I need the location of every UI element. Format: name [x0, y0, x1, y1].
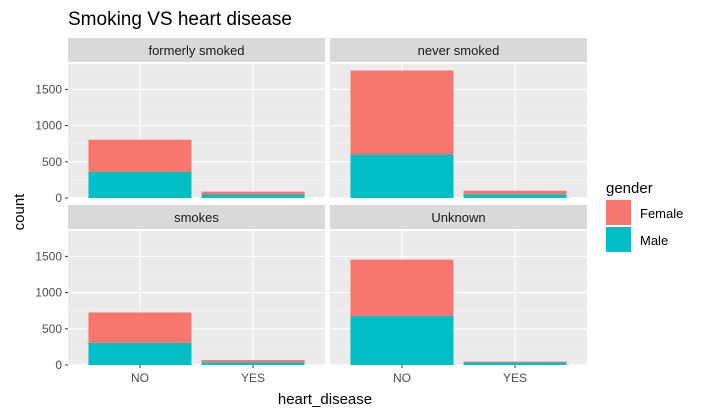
bar-female-yes: [463, 361, 567, 363]
facet-panel: formerly smoked 0 500 1000 1500: [35, 38, 325, 205]
y-tick-label: 1500: [35, 249, 62, 263]
facet-strip: [330, 38, 587, 62]
bar-male-no: [350, 316, 454, 365]
bar-female-no: [350, 259, 454, 317]
bar-male-yes: [463, 194, 567, 198]
legend: gender Female Male: [606, 180, 683, 252]
facet-panel: smokes 0 500 1000 1500 NO YES: [35, 205, 325, 385]
facet-panel: Unknown NO YES: [330, 205, 587, 385]
y-tick-label: 1000: [35, 286, 62, 300]
legend-items: Female Male: [606, 200, 683, 252]
legend-swatch-female: [606, 200, 631, 225]
facet-strip-label: smokes: [174, 210, 219, 225]
facet-strip: [68, 38, 325, 62]
x-axis-title: heart_disease: [278, 391, 372, 408]
x-tick-label: NO: [393, 371, 411, 385]
bar-female-yes: [463, 190, 567, 195]
bar-male-yes: [201, 194, 305, 198]
bar-male-no: [88, 342, 192, 365]
bar-male-yes: [201, 362, 305, 365]
facet-panel: never smoked: [330, 38, 587, 199]
facet-strip: [330, 205, 587, 229]
facet-panels: formerly smoked 0 500 1000 1500 never smoked s…: [35, 38, 587, 385]
bar-male-yes: [463, 362, 567, 365]
y-tick-label: 0: [55, 191, 62, 205]
legend-label-female: Female: [640, 206, 683, 221]
y-tick-label: 500: [42, 155, 62, 169]
facet-strip-label: Unknown: [431, 210, 485, 225]
chart-title: Smoking VS heart disease: [68, 9, 292, 30]
y-tick-label: 1500: [35, 82, 62, 96]
legend-swatch-male: [606, 227, 631, 252]
legend-label-male: Male: [640, 233, 668, 248]
y-axis-title: count: [11, 193, 28, 231]
bar-female-yes: [201, 191, 305, 195]
x-tick-label: YES: [241, 371, 265, 385]
y-tick-label: 1000: [35, 119, 62, 133]
y-tick-label: 500: [42, 322, 62, 336]
facet-strip-label: never smoked: [418, 43, 500, 58]
y-tick-label: 0: [55, 358, 62, 372]
bar-female-no: [350, 70, 454, 155]
x-tick-label: NO: [131, 371, 149, 385]
bar-male-no: [88, 171, 192, 198]
facet-strip-label: formerly smoked: [148, 43, 244, 58]
legend-title: gender: [606, 180, 653, 197]
facet-strip: [68, 205, 325, 229]
x-tick-label: YES: [503, 371, 527, 385]
bar-female-no: [88, 312, 192, 343]
bar-female-yes: [201, 360, 305, 363]
bar-male-no: [350, 154, 454, 198]
bar-female-no: [88, 139, 192, 172]
